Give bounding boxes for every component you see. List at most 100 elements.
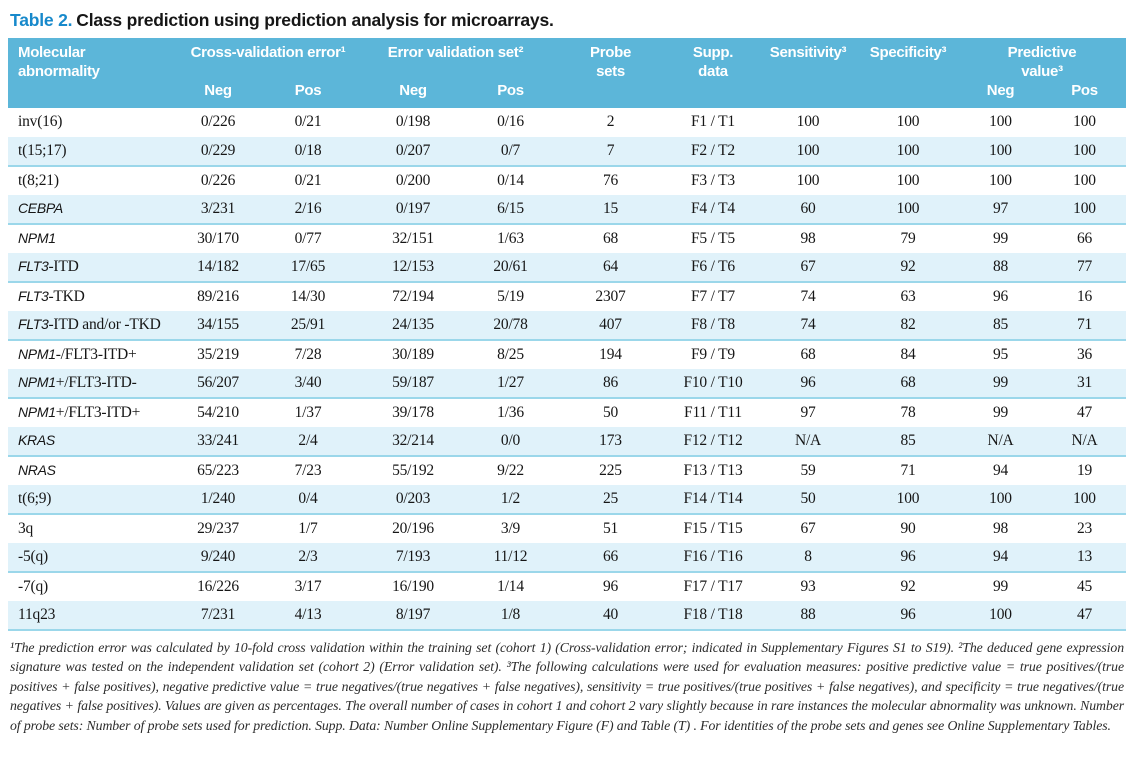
pv-pos-cell: 47 [1076,403,1093,421]
pv-pos-cell: 45 [1076,577,1093,595]
ev-pos-cell: 0/16 [497,113,524,130]
specificity-cell: 63 [900,287,916,305]
specificity-cell: 84 [900,345,916,363]
pv-neg-cell: 100 [989,605,1012,623]
cv-pos-cell: 7/28 [294,345,322,363]
abnormality-label: t(15;17) [18,141,67,159]
probe-sets-cell: 15 [602,199,619,217]
abnormality-cell: NPM1+/FLT3-ITD+ [8,398,178,427]
table-title-text: Class prediction using prediction analys… [76,10,554,30]
ev-neg-cell: 30/189 [392,345,434,363]
probe-sets-cell: 51 [602,519,619,537]
supp-data-cell: F8 / T8 [691,315,735,333]
supp-data-cell: F13 / T13 [683,461,743,479]
table-row: -7(q) 16/226 3/17 16/190 1/14 96 F17 / T… [8,572,1126,601]
abnormality-cell: -7(q) [8,572,178,601]
supp-data-cell: F2 / T2 [691,141,735,159]
sensitivity-cell: 67 [800,519,816,537]
specificity-cell: 96 [900,547,916,565]
specificity-cell: 100 [896,489,920,507]
supp-data-cell: F7 / T7 [691,287,735,305]
ev-neg-cell: 72/194 [392,287,434,305]
ev-pos-cell: 1/2 [500,489,521,507]
cv-neg-cell: 9/240 [200,547,236,565]
ev-neg-cell: 0/207 [395,141,431,159]
supp-data-cell: F3 / T3 [691,171,735,189]
specificity-cell: 92 [900,257,916,275]
sensitivity-cell: 100 [796,141,820,159]
abnormality-cell: inv(16) [8,108,178,137]
abnormality-cell: NRAS [8,456,178,485]
cv-pos-cell: 1/37 [294,403,322,421]
abnormality-label: 3q [18,519,34,537]
table-row: NRAS 65/223 7/23 55/192 9/22 225 F13 / T… [8,456,1126,485]
subheader-cv-pos: Pos [258,81,358,108]
supp-data-cell: F17 / T17 [683,577,743,595]
cv-neg-cell: 56/207 [197,373,239,391]
prediction-table: Molecular abnormality Cross-validation e… [8,38,1126,631]
header-row-main: Molecular abnormality Cross-validation e… [8,38,1126,108]
pv-pos-cell: 16 [1076,287,1093,305]
abnormality-cell: FLT3-TKD [8,282,178,311]
pv-pos-cell: 100 [1073,113,1096,130]
probe-sets-cell: 96 [602,577,619,595]
ev-pos-cell: 1/27 [497,373,524,391]
abnormality-label: -/FLT3-ITD+ [55,345,137,363]
abnormality-label: t(6;9) [18,489,52,507]
abnormality-cell: FLT3-ITD [8,253,178,282]
specificity-cell: 100 [896,199,920,217]
ev-pos-cell: 1/63 [497,229,524,247]
pv-pos-cell: 71 [1076,315,1093,333]
specificity-cell: 85 [900,431,916,449]
specificity-cell: 90 [900,519,916,537]
cv-neg-cell: 16/226 [197,577,239,595]
specificity-cell: 68 [900,373,916,391]
sensitivity-cell: 100 [796,113,820,130]
table-row: 3q 29/237 1/7 20/196 3/9 51 F15 / T15 67… [8,514,1126,543]
pv-pos-cell: 36 [1076,345,1093,363]
col-header-sensitivity: Sensitivity³ [758,38,858,108]
cv-pos-cell: 3/17 [294,577,322,595]
pv-pos-cell: 100 [1073,171,1096,189]
cv-pos-cell: 0/21 [294,171,322,189]
pv-pos-cell: 31 [1076,373,1093,391]
gene-symbol: KRAS [18,431,55,448]
abnormality-cell: NPM1 [8,224,178,253]
ev-pos-cell: 0/14 [497,171,524,189]
abnormality-label: -7(q) [18,577,48,595]
abnormality-cell: t(6;9) [8,485,178,514]
cv-pos-cell: 14/30 [290,287,326,305]
pv-neg-cell: 99 [992,403,1009,421]
pv-neg-cell: 98 [992,519,1009,537]
cv-neg-cell: 1/240 [200,489,236,507]
specificity-cell: 96 [900,605,916,623]
sensitivity-cell: 97 [800,403,816,421]
ev-neg-cell: 0/203 [395,489,431,507]
ev-neg-cell: 8/197 [395,605,431,623]
ev-pos-cell: 20/61 [493,257,528,275]
pv-neg-cell: 94 [992,461,1009,479]
sensitivity-cell: 74 [800,315,816,333]
ev-neg-cell: 0/197 [395,199,431,217]
cv-neg-cell: 0/226 [200,113,236,130]
abnormality-label: inv(16) [18,113,63,130]
probe-sets-cell: 407 [599,315,622,333]
pv-pos-cell: 19 [1076,461,1093,479]
specificity-cell: 78 [900,403,916,421]
abnormality-cell: t(15;17) [8,137,178,166]
ev-neg-cell: 59/187 [392,373,434,391]
pv-neg-cell: 94 [992,547,1009,565]
supp-data-cell: F12 / T12 [683,431,743,449]
cv-pos-cell: 0/18 [294,141,322,159]
probe-sets-cell: 64 [602,257,619,275]
abnormality-cell: t(8;21) [8,166,178,195]
subheader-cv-neg: Neg [178,81,258,108]
sensitivity-cell: 100 [796,171,820,189]
cv-pos-cell: 3/40 [294,373,322,391]
table-row: CEBPA 3/231 2/16 0/197 6/15 15 F4 / T4 6… [8,194,1126,224]
sensitivity-cell: N/A [794,431,822,449]
table-row: KRAS 33/241 2/4 32/214 0/0 173 F12 / T12… [8,426,1126,456]
ev-neg-cell: 32/214 [392,431,434,449]
col-header-probe-sets: Probe sets [553,38,668,108]
